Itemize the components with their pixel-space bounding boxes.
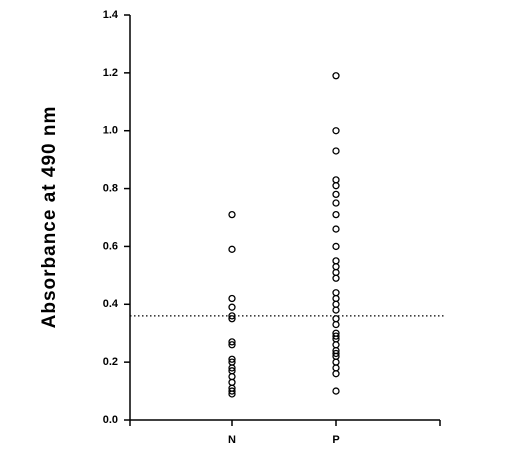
y-tick-label: 0.4 [103, 298, 119, 310]
data-point [332, 199, 340, 207]
x-tick-label: P [332, 434, 339, 446]
y-tick-label: 0.0 [103, 414, 118, 426]
data-point [332, 349, 340, 358]
data-point [332, 274, 340, 282]
data-point [228, 245, 236, 253]
data-point [332, 176, 340, 184]
data-point [228, 294, 236, 303]
y-tick-label: 1.2 [103, 67, 118, 79]
data-point [332, 294, 340, 303]
data-point [332, 370, 340, 378]
data-point [228, 387, 236, 395]
data-point [228, 338, 236, 346]
y-tick-label: 0.6 [103, 240, 118, 252]
data-point [332, 225, 340, 233]
x-tick-label: N [228, 434, 236, 446]
data-point [332, 341, 340, 349]
data-point [332, 147, 340, 155]
data-point [228, 372, 236, 381]
y-tick-label: 1.4 [103, 9, 119, 21]
data-point [332, 127, 340, 135]
y-axis-title: Absorbance at 490 nm [39, 106, 60, 329]
data-point [332, 306, 340, 314]
data-point [332, 315, 340, 323]
data-point [332, 190, 340, 199]
data-point [332, 210, 340, 219]
data-point [228, 315, 236, 323]
data-point [332, 242, 340, 251]
data-point [332, 182, 340, 190]
data-point [228, 210, 236, 219]
data-point [228, 312, 236, 320]
data-point [332, 257, 340, 265]
data-point [332, 289, 340, 297]
y-tick-label: 1.0 [103, 125, 118, 137]
data-point [332, 364, 340, 372]
data-point [332, 268, 340, 277]
y-tick-label: 0.2 [103, 356, 118, 368]
data-point [332, 332, 340, 340]
y-tick-label: 0.8 [103, 182, 118, 194]
data-point [228, 390, 236, 398]
data-point [228, 355, 236, 363]
data-point [228, 341, 236, 349]
data-point [332, 72, 340, 80]
data-point [228, 303, 236, 311]
data-point [228, 364, 236, 372]
data-point [332, 300, 340, 308]
data-point [228, 378, 236, 387]
data-point [332, 387, 340, 395]
data-point [332, 358, 340, 366]
data-point [332, 263, 340, 271]
data-point [332, 320, 340, 329]
